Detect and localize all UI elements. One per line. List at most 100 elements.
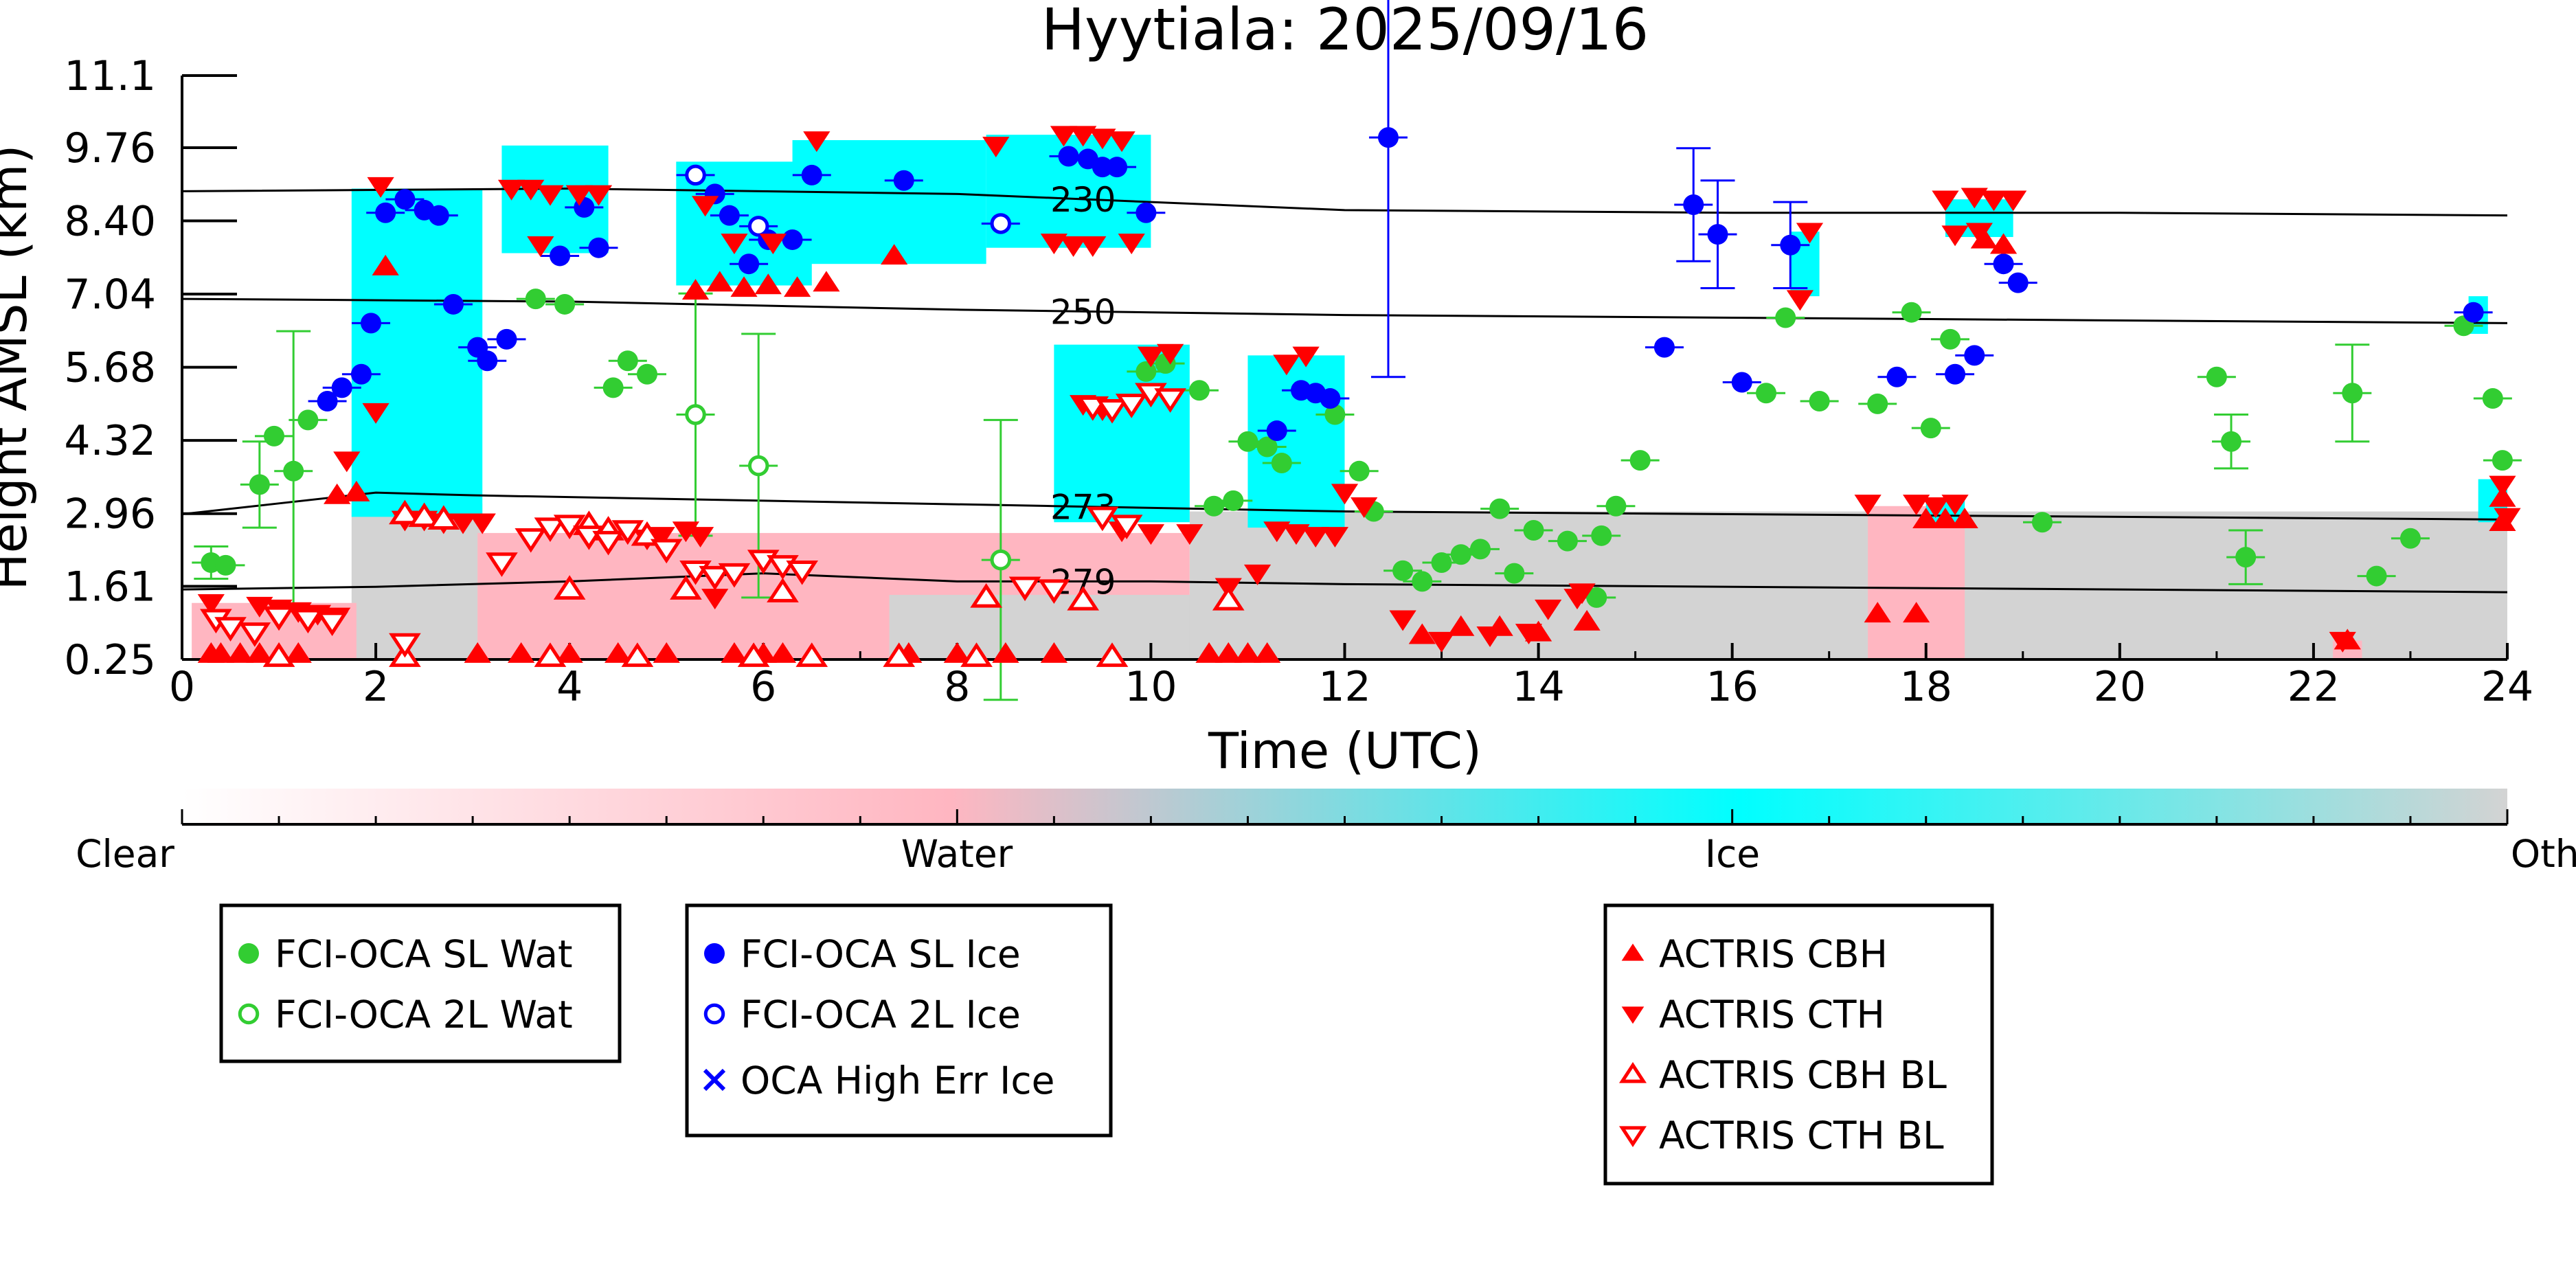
actris-cth-point-mark: [1980, 190, 2008, 212]
actris-cth-bl-point: [718, 563, 751, 588]
actris-cth-bl-point-mark: [592, 530, 624, 556]
actris-cbh-point-mark: [1932, 508, 1959, 529]
actris-cbh-bl-point: [883, 642, 916, 667]
fci-oca-sl-wat-point-mark: [1392, 560, 1414, 581]
fci-oca-sl-ice-point: [361, 313, 382, 334]
actris-cth-point: [721, 234, 748, 255]
fci-oca-sl-wat-point: [1756, 383, 1777, 404]
fci-oca-sl-wat-point: [2221, 431, 2242, 452]
actris-cth-point: [1321, 527, 1349, 548]
actris-cth-point-mark: [517, 179, 545, 201]
actris-cth-point-mark: [2000, 190, 2027, 212]
y-tick-label: 7.04: [64, 271, 156, 319]
actris-cbh-point: [1254, 642, 1281, 663]
actris-cth-bl-point-mark: [1038, 579, 1070, 605]
fci-oca-sl-wat-point: [283, 460, 304, 482]
fci-oca-sl-ice-point-mark: [550, 245, 571, 267]
actris-cbh-point-mark: [1864, 602, 1891, 623]
legend-label-actris-cbh-bl: ACTRIS CBH BL: [1659, 1053, 1947, 1097]
actris-cbh-point: [324, 483, 351, 504]
actris-cth-point-mark: [2489, 475, 2516, 497]
fci-oca-sl-wat-point-mark: [283, 460, 304, 482]
legend-label-actris-cth: ACTRIS CTH: [1659, 993, 1885, 1037]
fci-oca-sl-ice-point: [2463, 302, 2484, 323]
fci-oca-sl-wat-point: [602, 377, 624, 398]
actris-cbh-point-mark: [1234, 642, 1262, 663]
actris-cbh-point: [556, 642, 583, 663]
actris-cth-point-mark: [691, 196, 719, 217]
actris-cth-point: [1941, 495, 1969, 516]
actris-cth-point: [1079, 236, 1107, 258]
actris-cbh-point: [813, 271, 840, 292]
actris-cth-point: [367, 177, 394, 198]
fci-oca-sl-ice-point: [1136, 202, 1157, 223]
fci-oca-sl-wat-point-mark: [2482, 388, 2503, 409]
actris-cth-point: [1796, 223, 1824, 244]
fci-oca-sl-wat-point: [2235, 547, 2257, 568]
actris-cth-point-mark: [1568, 583, 1596, 605]
actris-cth-point: [1351, 497, 1378, 518]
legend-label-oca-high-err-ice: OCA High Err Ice: [741, 1059, 1054, 1103]
actris-cth-point: [197, 594, 225, 615]
fci-oca-sl-ice-point-mark: [782, 229, 803, 250]
fci-oca-sl-ice-point: [1377, 127, 1399, 148]
actris-cbh-bl-point-mark: [970, 583, 1002, 608]
actris-cbh-point: [226, 642, 254, 663]
legend-marker-actris-cth-mark: [1621, 1006, 1645, 1024]
y-axis-label: Height AMSL (km): [0, 145, 38, 591]
fci-oca-sl-wat-point: [1867, 393, 1888, 414]
fci-oca-sl-ice-point-mark: [375, 202, 396, 223]
colorbar-label-clear: Clear: [76, 832, 174, 876]
x-tick-label: 14: [1512, 663, 1564, 711]
legend-marker-fci-oca-sl-ice-mark: [704, 943, 725, 964]
fci-oca-sl-wat-point: [1504, 563, 1525, 584]
actris-cth-point-mark: [2494, 508, 2521, 529]
actris-cth-point-mark: [1476, 626, 1504, 647]
actris-cbh-bl-point-mark: [960, 642, 993, 667]
actris-cth-point-mark: [1941, 225, 1969, 247]
actris-cbh-bl-point: [737, 642, 770, 667]
actris-cbh-point: [769, 642, 797, 663]
fci-oca-sl-ice-point-mark: [719, 205, 740, 226]
y-tick-label: 2.96: [64, 490, 156, 539]
fci-oca-sl-ice-point-mark: [1993, 253, 2014, 275]
actris-cth-point-mark: [1283, 524, 1310, 545]
legend-label-actris-cth-bl: ACTRIS CTH BL: [1659, 1114, 1944, 1157]
fci-oca-sl-ice-point-mark: [1058, 146, 1079, 167]
x-tick-label: 2: [363, 663, 389, 711]
fci-oca-sl-ice-point: [1058, 146, 1079, 167]
legend-marker-fci-oca-2l-wat: [238, 1003, 260, 1025]
actris-cth-point: [1089, 128, 1116, 150]
fci-oca-sl-wat-point: [2206, 366, 2227, 387]
actris-cbh-point-mark: [1912, 508, 1940, 529]
fci-oca-2l-ice-point: [685, 164, 706, 186]
actris-cbh-point: [1195, 642, 1223, 663]
fci-oca-sl-ice-point-mark: [1707, 224, 1728, 245]
legend-marker-actris-cth-bl-mark: [1618, 1126, 1647, 1148]
actris-cth-point-mark: [1108, 131, 1136, 152]
fci-oca-sl-wat-point: [1256, 436, 1278, 457]
fci-oca-sl-wat-point-mark: [1324, 404, 1346, 425]
fci-oca-sl-wat-point-mark: [1586, 587, 1607, 608]
actris-cth-point-mark: [1796, 223, 1824, 244]
legend-label-fci-oca-sl-ice: FCI-OCA SL Ice: [741, 932, 1021, 976]
legend-box: [1603, 903, 1994, 1186]
isotherm-label: 230: [1050, 180, 1116, 220]
actris-cth-point-mark: [468, 513, 496, 534]
fci-oca-sl-wat-point-mark: [1523, 519, 1544, 541]
y-tick-label: 8.40: [64, 198, 156, 246]
actris-cth-bl-point-mark: [650, 539, 683, 564]
fci-oca-sl-wat-point-mark: [1450, 544, 1471, 565]
actris-cbh-point-mark: [783, 276, 811, 297]
fci-oca-sl-wat-point-mark: [1920, 418, 1941, 439]
actris-cbh-point: [653, 642, 680, 663]
legend-marker-actris-cth-bl: [1618, 1126, 1647, 1148]
fci-oca-sl-ice-point-mark: [496, 328, 517, 350]
fci-oca-sl-ice-point: [1707, 224, 1728, 245]
fci-oca-sl-wat-point: [1412, 571, 1433, 592]
fci-oca-sl-wat-point-mark: [1605, 495, 1627, 517]
actris-cth-point-mark: [1070, 126, 1097, 147]
fci-oca-sl-wat-point: [1237, 431, 1258, 452]
fci-oca-sl-ice-point-mark: [1683, 194, 1704, 216]
